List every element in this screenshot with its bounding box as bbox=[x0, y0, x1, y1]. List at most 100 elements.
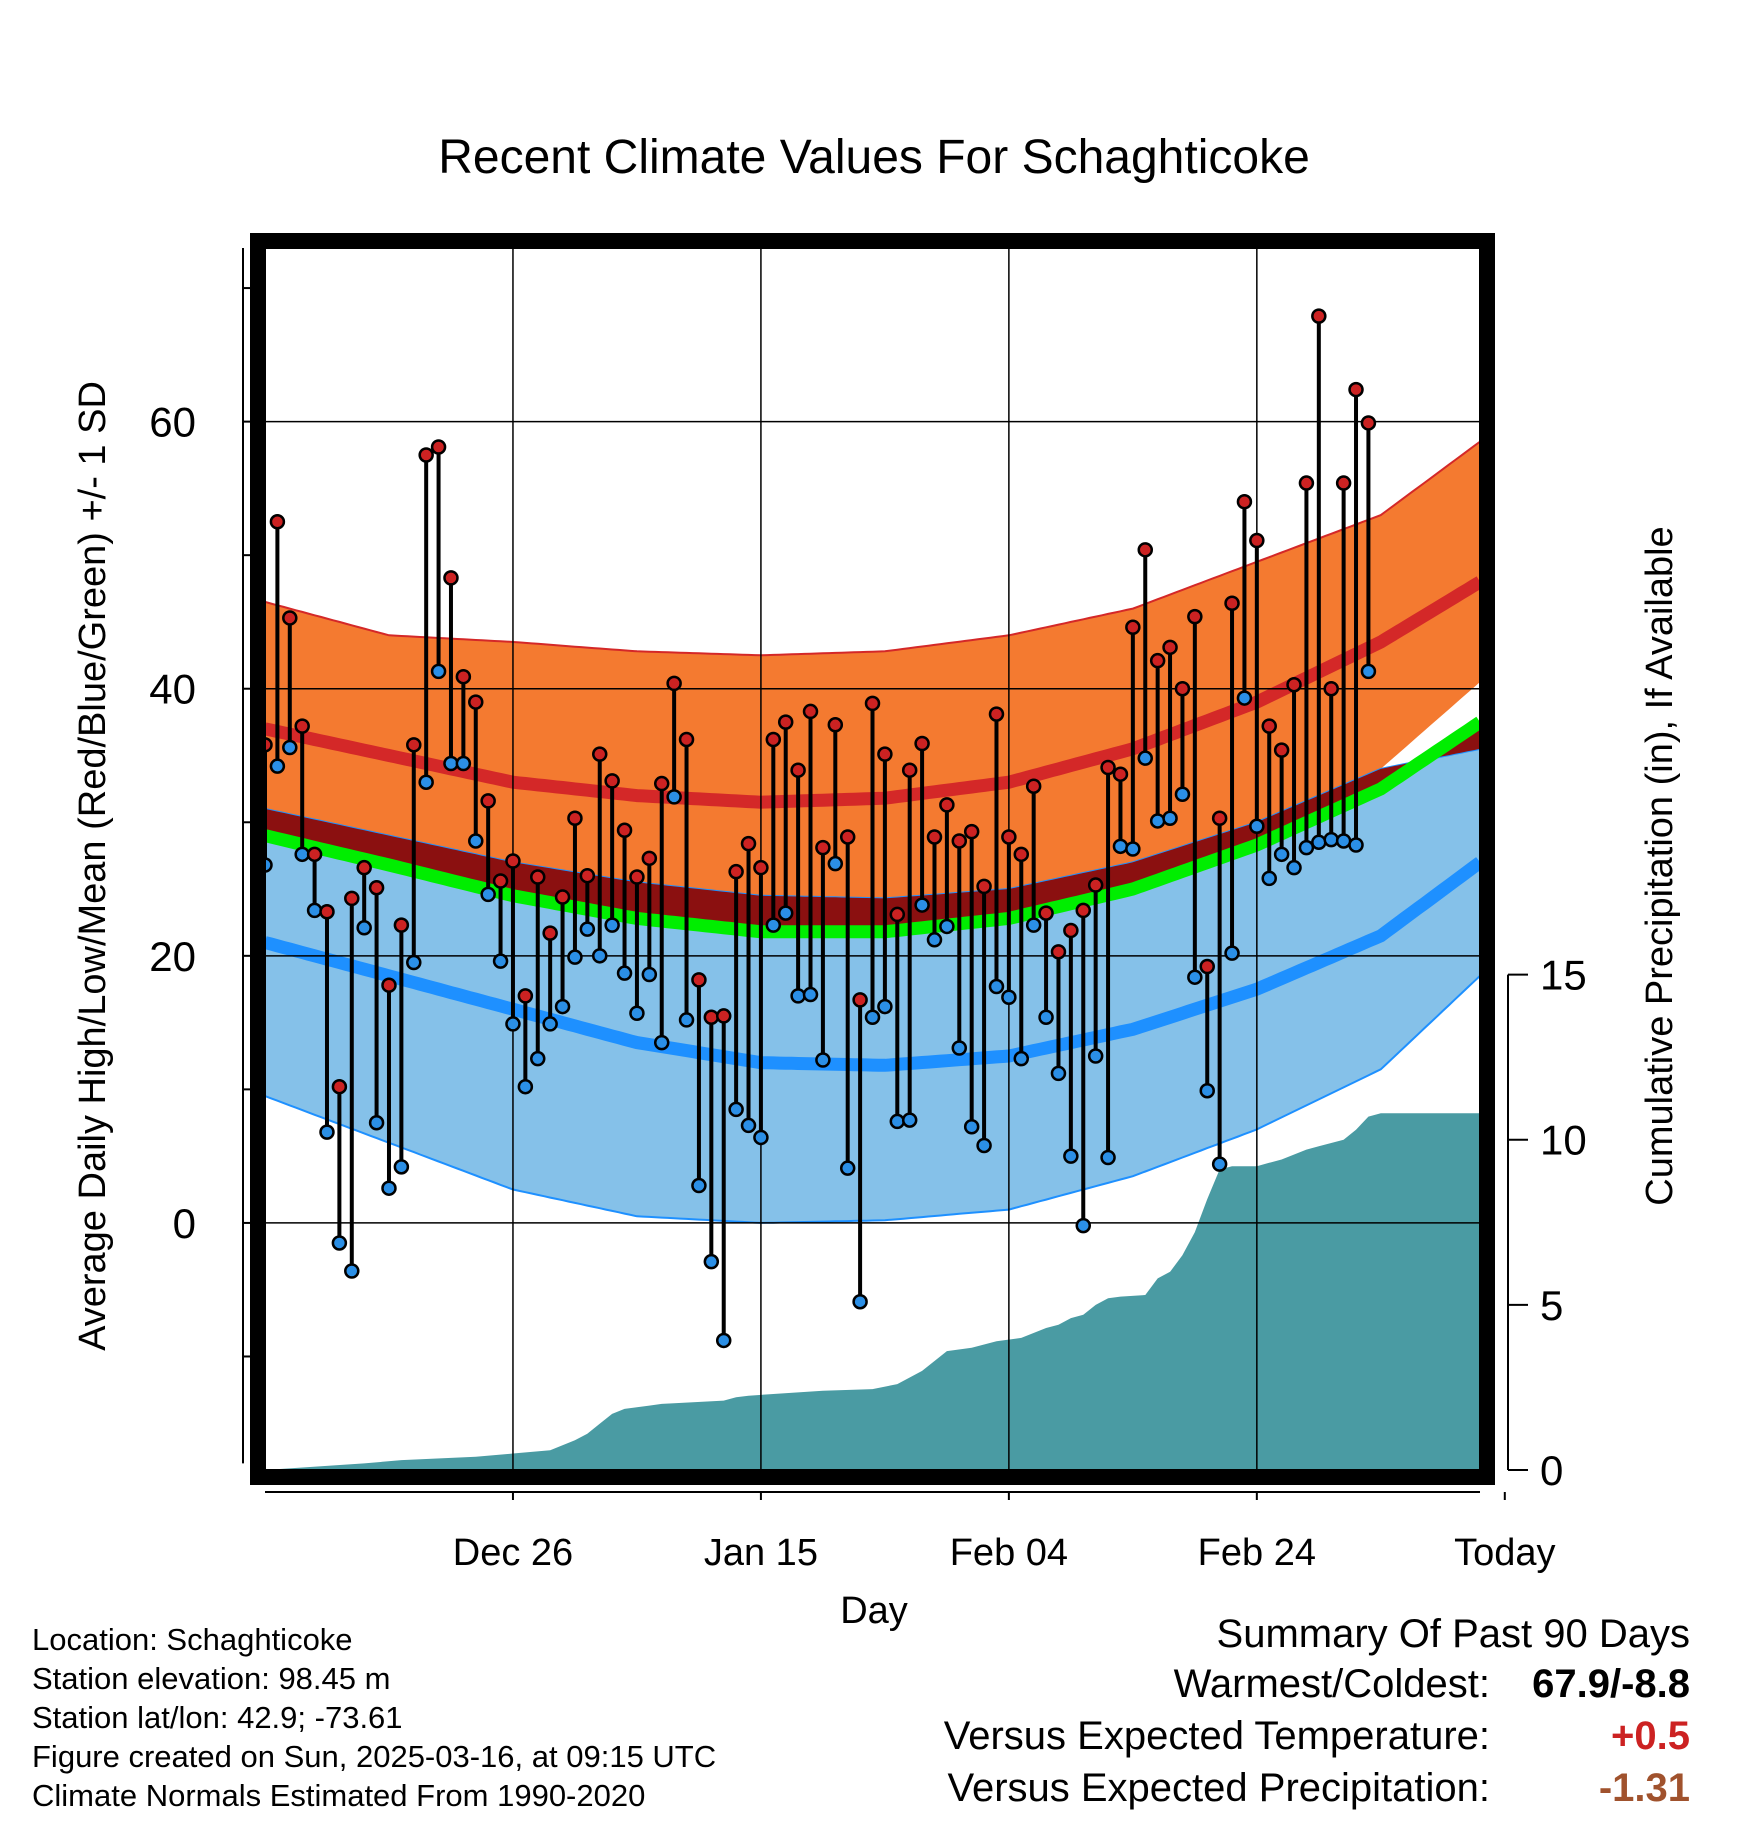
normals-text: Climate Normals Estimated From 1990-2020 bbox=[32, 1778, 646, 1813]
low-point bbox=[1063, 1148, 1079, 1164]
low-point bbox=[691, 1177, 707, 1194]
low-point bbox=[1137, 750, 1154, 766]
high-point bbox=[492, 873, 509, 889]
y2-tick-label: 0 bbox=[1540, 1447, 1563, 1494]
high-point bbox=[839, 829, 856, 845]
high-point bbox=[1249, 532, 1265, 549]
low-point bbox=[468, 833, 484, 849]
high-point bbox=[1013, 846, 1030, 863]
low-point bbox=[443, 755, 459, 772]
low-point bbox=[542, 1016, 558, 1032]
high-point bbox=[430, 439, 447, 455]
high-point bbox=[1311, 308, 1327, 324]
high-point bbox=[505, 853, 521, 869]
high-point bbox=[691, 972, 707, 988]
high-point bbox=[1187, 608, 1203, 625]
low-point bbox=[492, 953, 509, 969]
low-point bbox=[530, 1050, 546, 1067]
low-point bbox=[678, 1012, 695, 1028]
low-point bbox=[753, 1129, 769, 1146]
high-point bbox=[864, 695, 881, 712]
high-point bbox=[579, 867, 596, 884]
high-point bbox=[294, 718, 310, 734]
x-tick-label: Today bbox=[1454, 1532, 1555, 1574]
low-point bbox=[1050, 1065, 1067, 1082]
created-text: Figure created on Sun, 2025-03-16, at 09… bbox=[32, 1739, 717, 1774]
low-point bbox=[1323, 831, 1339, 848]
low-point bbox=[591, 948, 608, 964]
high-point bbox=[1199, 958, 1215, 975]
high-point bbox=[1261, 718, 1277, 734]
high-point bbox=[728, 863, 744, 880]
high-point bbox=[765, 731, 782, 748]
high-point bbox=[790, 762, 806, 778]
low-point bbox=[852, 1293, 868, 1310]
low-point bbox=[653, 1034, 670, 1051]
high-point bbox=[740, 835, 757, 852]
low-point bbox=[505, 1016, 521, 1032]
low-point bbox=[319, 1124, 335, 1140]
low-point bbox=[951, 1040, 968, 1056]
high-point bbox=[1298, 475, 1315, 491]
low-point bbox=[629, 1005, 645, 1022]
low-point bbox=[418, 774, 434, 790]
high-point bbox=[480, 793, 496, 809]
high-point bbox=[331, 1078, 348, 1095]
low-point bbox=[1162, 810, 1178, 827]
high-point bbox=[703, 1009, 720, 1026]
low-point bbox=[294, 846, 310, 863]
low-point bbox=[1001, 989, 1017, 1005]
low-point bbox=[939, 918, 955, 935]
y-axis-label: Average Daily High/Low/Mean (Red/Blue/Gr… bbox=[72, 381, 114, 1351]
location-text: Location: Schaghticoke bbox=[32, 1622, 353, 1657]
low-point bbox=[381, 1180, 397, 1196]
low-point bbox=[1149, 813, 1166, 829]
high-point bbox=[914, 735, 930, 752]
high-point bbox=[901, 762, 918, 778]
y2-axis-label: Cumulative Precipitation (in), If Availa… bbox=[1639, 526, 1681, 1205]
summary-temperature: Versus Expected Temperature: +0.5 bbox=[944, 1714, 1690, 1759]
high-point bbox=[802, 703, 819, 720]
y-tick-label: 0 bbox=[173, 1200, 196, 1247]
x-tick-label: Feb 24 bbox=[1198, 1532, 1316, 1574]
high-point bbox=[1050, 944, 1067, 960]
high-point bbox=[1224, 595, 1240, 611]
low-point bbox=[926, 932, 943, 948]
high-point bbox=[1125, 619, 1141, 636]
low-point bbox=[282, 739, 298, 756]
high-point bbox=[1335, 475, 1352, 491]
summary-title: Summary Of Past 90 Days bbox=[1216, 1612, 1690, 1656]
high-point bbox=[1323, 680, 1339, 697]
high-point bbox=[616, 822, 633, 839]
plot-frame bbox=[250, 233, 1495, 1485]
high-point bbox=[1211, 810, 1228, 827]
chart-title: Recent Climate Values For Schaghticoke bbox=[438, 131, 1310, 184]
high-point bbox=[1100, 759, 1116, 776]
x-tick-label: Feb 04 bbox=[950, 1532, 1068, 1574]
low-point bbox=[480, 886, 496, 903]
high-point bbox=[554, 889, 571, 905]
low-point bbox=[864, 1009, 881, 1026]
low-point bbox=[1286, 859, 1302, 876]
axes: 0 20 40 60 0 5 10 15 Dec 26 Jan 15 Feb 04 Feb 24 Tod… bbox=[149, 233, 1587, 1574]
high-point bbox=[1025, 778, 1042, 794]
high-point bbox=[641, 850, 658, 867]
high-point bbox=[1273, 742, 1290, 758]
low-point bbox=[740, 1117, 757, 1134]
low-point bbox=[963, 1119, 980, 1135]
high-point bbox=[877, 746, 893, 762]
high-point bbox=[269, 514, 286, 530]
high-point bbox=[542, 925, 558, 941]
low-lower-edge bbox=[265, 975, 1480, 1224]
low-point bbox=[728, 1101, 744, 1118]
high-point bbox=[678, 731, 695, 748]
low-point bbox=[802, 986, 819, 1003]
high-point bbox=[406, 737, 422, 753]
low-point bbox=[827, 855, 844, 872]
high-point bbox=[963, 823, 980, 840]
high-point bbox=[753, 859, 769, 876]
precipitation-area bbox=[265, 1113, 1480, 1470]
low-point bbox=[839, 1160, 856, 1176]
